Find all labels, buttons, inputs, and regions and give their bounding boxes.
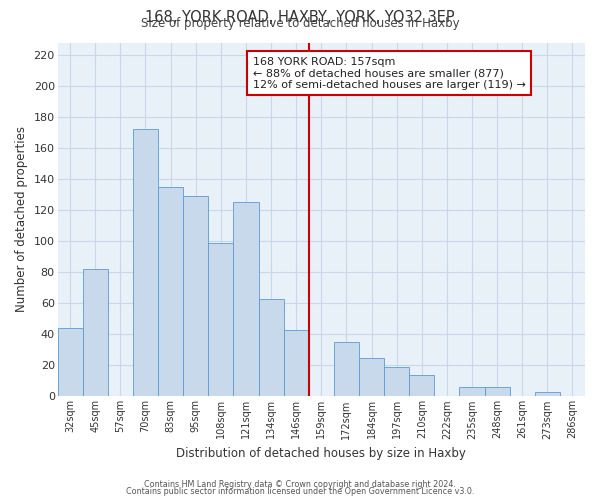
Bar [334, 342, 359, 396]
Bar [535, 392, 560, 396]
Text: 168, YORK ROAD, HAXBY, YORK, YO32 3EP: 168, YORK ROAD, HAXBY, YORK, YO32 3EP [145, 10, 455, 25]
Text: 168 YORK ROAD: 157sqm
← 88% of detached houses are smaller (877)
12% of semi-det: 168 YORK ROAD: 157sqm ← 88% of detached … [253, 56, 526, 90]
Bar [485, 387, 509, 396]
Text: Contains public sector information licensed under the Open Government Licence v3: Contains public sector information licen… [126, 487, 474, 496]
Bar [259, 298, 284, 396]
Bar [133, 130, 158, 396]
Bar [158, 187, 183, 396]
Bar [384, 367, 409, 396]
Text: Size of property relative to detached houses in Haxby: Size of property relative to detached ho… [140, 18, 460, 30]
Bar [208, 242, 233, 396]
Bar [359, 358, 384, 397]
Bar [233, 202, 259, 396]
Bar [183, 196, 208, 396]
Text: Contains HM Land Registry data © Crown copyright and database right 2024.: Contains HM Land Registry data © Crown c… [144, 480, 456, 489]
Y-axis label: Number of detached properties: Number of detached properties [15, 126, 28, 312]
X-axis label: Distribution of detached houses by size in Haxby: Distribution of detached houses by size … [176, 447, 466, 460]
Bar [284, 330, 309, 396]
Bar [83, 269, 108, 396]
Bar [409, 374, 434, 396]
Bar [58, 328, 83, 396]
Bar [460, 387, 485, 396]
